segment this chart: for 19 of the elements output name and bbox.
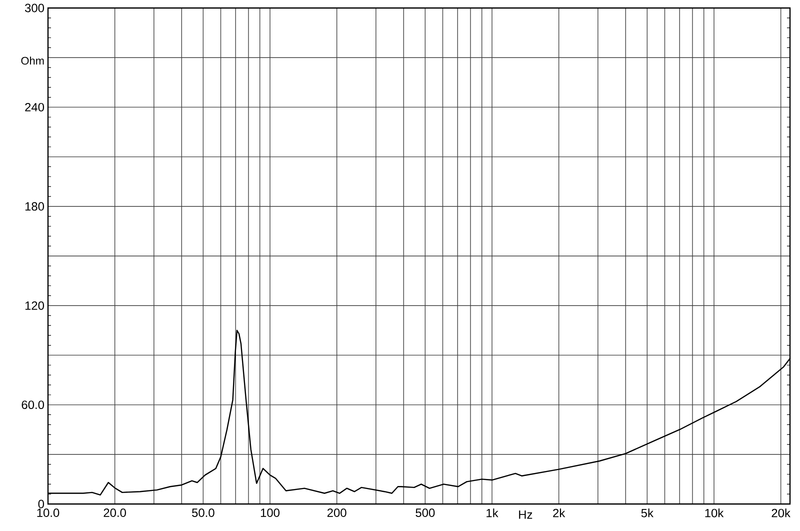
y-axis-title: Ohm <box>21 56 44 65</box>
y-tick-label: 300 <box>24 4 44 12</box>
x-tick-label: 500 <box>416 508 435 517</box>
y-tick-label: 120 <box>25 301 44 310</box>
x-tick-label: 5k <box>641 508 654 518</box>
x-tick-label: 100 <box>260 508 280 517</box>
y-tick-label: 180 <box>25 202 44 211</box>
x-tick-label: 200 <box>327 508 346 517</box>
y-tick-label: 240 <box>25 102 44 112</box>
x-tick-label: 20k <box>772 508 790 518</box>
y-tick-label: 0 <box>38 500 44 508</box>
x-tick-label: 10.0 <box>37 508 60 517</box>
x-tick-label: 2k <box>553 508 566 518</box>
x-tick-label: 20.0 <box>104 508 126 517</box>
x-tick-label: 10k <box>705 508 724 518</box>
x-axis-title: Hz <box>519 510 532 519</box>
x-tick-label: 1k <box>486 508 498 518</box>
x-tick-label: 50.0 <box>192 508 214 517</box>
y-tick-label: 60.0 <box>22 400 44 410</box>
